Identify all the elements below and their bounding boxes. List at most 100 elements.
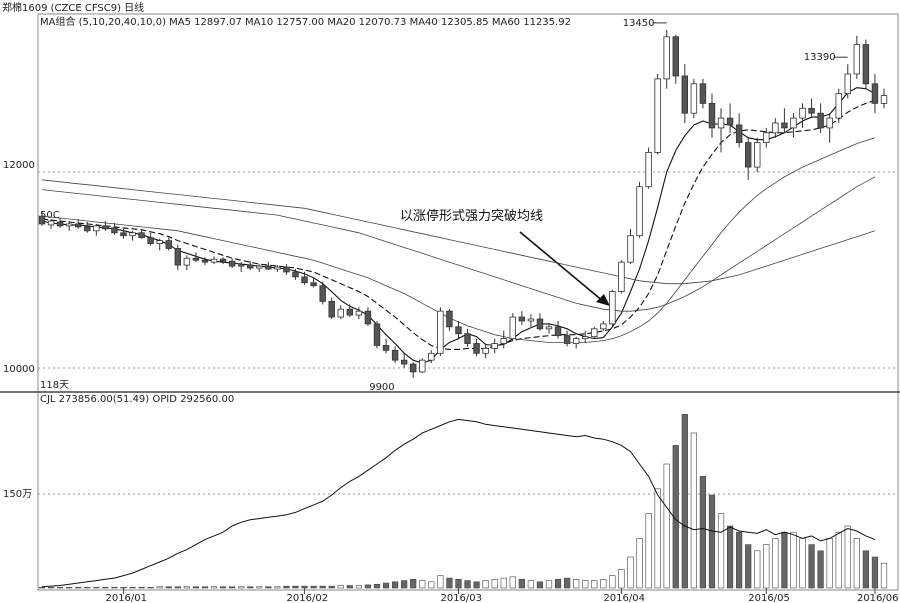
volume-bar [201, 586, 209, 589]
volume-bar [482, 580, 489, 589]
volume-bar [256, 586, 263, 589]
volume-bar [84, 587, 91, 589]
volume-bar [808, 544, 815, 589]
candle-body [473, 343, 480, 354]
candle-body [165, 240, 172, 249]
candle-body [391, 349, 399, 361]
volume-bar [265, 586, 272, 589]
y-tick-12000: 12000 [3, 160, 35, 171]
candle-body [84, 226, 91, 232]
candle-body [183, 257, 191, 266]
candle-body [111, 227, 118, 234]
left-edge-label: 50C [40, 210, 60, 221]
candle-body [491, 343, 498, 349]
candle-body [871, 83, 879, 104]
volume-bar [446, 577, 453, 589]
volume-bar [165, 586, 172, 589]
y-tick-10000: 10000 [3, 364, 35, 375]
candle-body [355, 310, 363, 316]
candle-body [509, 316, 517, 340]
volume-bar [156, 586, 163, 589]
candle-body [817, 112, 824, 129]
volume-bar [274, 586, 281, 589]
candle-body [518, 316, 526, 322]
volume-bar [391, 581, 399, 589]
volume-bar [428, 581, 435, 589]
candle-body [717, 117, 725, 129]
candle-body [428, 352, 435, 361]
volume-bar [545, 580, 553, 589]
x-tick-label: 2016/02 [287, 593, 329, 603]
candle-body [826, 117, 833, 129]
candle-body [93, 225, 100, 232]
ma-line-ma20 [41, 137, 876, 343]
volume-bar [47, 587, 55, 589]
volume-bar [663, 463, 670, 589]
volume-bar [238, 586, 245, 589]
candle-body [156, 240, 163, 244]
volume-bar [871, 556, 879, 589]
volume-bar [147, 587, 154, 589]
volume-bar [591, 580, 598, 589]
volume-bar [355, 585, 362, 589]
candle-body [138, 232, 145, 239]
candle-body [862, 44, 870, 85]
volume-bar [111, 587, 118, 589]
candle-body [772, 122, 779, 134]
breakout-arrow-head [596, 294, 610, 306]
candle-body [382, 345, 390, 351]
candle-body [645, 151, 652, 188]
candle-body [663, 36, 670, 80]
volume-bar [328, 585, 335, 589]
volume-layer [38, 414, 888, 589]
candle-body [265, 265, 272, 270]
candle-body [446, 310, 453, 328]
volume-bar [57, 587, 64, 589]
candle-body [781, 122, 788, 129]
volume-bar [364, 584, 372, 589]
candle-body [301, 276, 308, 284]
x-tick-label: 2016/06 [857, 593, 899, 603]
volume-bar [781, 531, 788, 589]
volume-bar [38, 587, 46, 589]
candle-body [880, 95, 888, 104]
candle-body [464, 333, 471, 344]
volume-bar [736, 531, 743, 589]
volume-bar [790, 531, 797, 589]
candle-body [47, 220, 55, 226]
candle-body [120, 232, 127, 237]
volume-tick-label: 150万 [3, 489, 32, 500]
x-axis: 2016/01 2016/02 2016/03 2016/04 2016/05 2016/… [105, 588, 898, 603]
volume-bar [745, 544, 752, 589]
x-tick-label: 2016/03 [440, 593, 482, 603]
candle-body [799, 107, 806, 119]
candle-body [192, 257, 200, 261]
candle-body [201, 259, 209, 263]
candle-body [56, 221, 64, 227]
volume-bar [129, 587, 136, 589]
candle-body [690, 83, 698, 114]
volume-bar [491, 579, 498, 589]
volume-bar [93, 587, 100, 589]
candle-body [228, 260, 236, 267]
candle-body [844, 73, 851, 95]
volume-bar [401, 580, 408, 589]
candle-body [808, 107, 815, 114]
volume-bar [772, 538, 779, 589]
candle-body [283, 266, 290, 273]
days-label: 118天 [40, 380, 69, 391]
volume-bar [292, 585, 299, 589]
volume-bar [564, 577, 571, 589]
volume-bar [627, 556, 634, 589]
volume-bar [247, 586, 254, 589]
volume-bar [138, 587, 145, 589]
volume-bar [573, 579, 580, 589]
candle-body [292, 271, 299, 278]
ma-legend: MA组合 (5,10,20,40,10,0) MA5 12897.07 MA10… [40, 15, 571, 28]
candle-body [237, 264, 245, 267]
candle-body [654, 78, 661, 153]
volume-bar [536, 581, 544, 589]
volume-bar [75, 587, 82, 589]
volume-bar [473, 581, 480, 589]
